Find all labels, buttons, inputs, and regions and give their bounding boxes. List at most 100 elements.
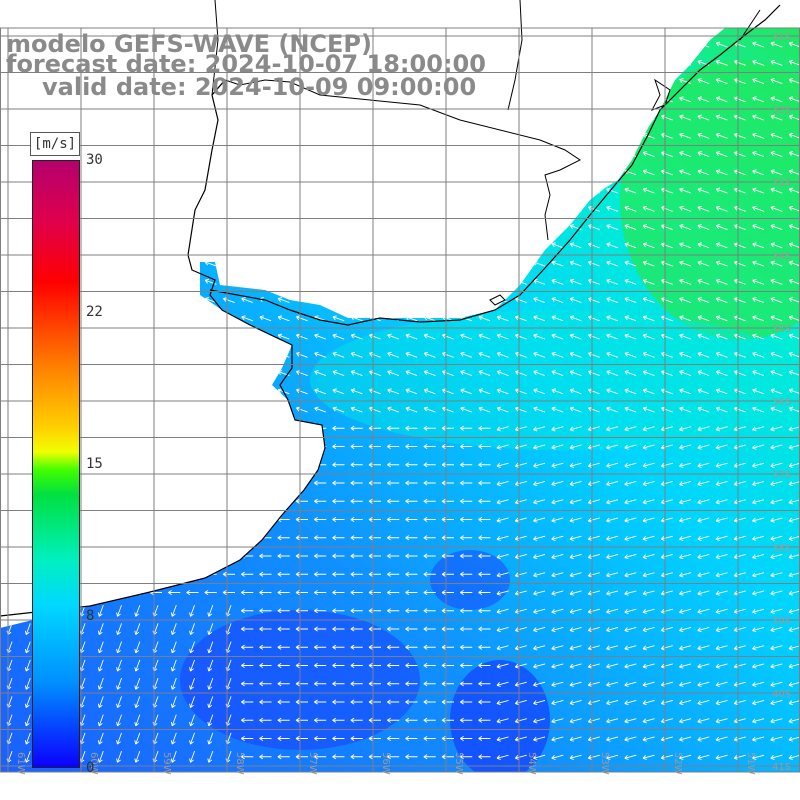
wind-arrow bbox=[679, 351, 692, 358]
wind-arrow bbox=[222, 553, 235, 559]
wind-arrow bbox=[624, 590, 637, 596]
wind-arrow bbox=[460, 516, 473, 523]
wind-arrow bbox=[296, 169, 308, 176]
wind-arrow bbox=[624, 426, 637, 432]
wind-arrow bbox=[4, 169, 16, 176]
wind-arrow bbox=[679, 517, 692, 523]
wind-arrow bbox=[369, 278, 381, 285]
wind-arrow bbox=[533, 78, 546, 84]
wind-arrow bbox=[295, 589, 308, 596]
wind-arrow bbox=[569, 41, 582, 48]
wind-arrow bbox=[168, 224, 181, 230]
wind-arrow bbox=[478, 644, 491, 650]
wind-arrow bbox=[405, 388, 418, 395]
wind-arrow bbox=[587, 736, 600, 742]
wind-arrow bbox=[533, 388, 546, 395]
wind-arrow bbox=[551, 242, 564, 249]
wind-arrow bbox=[478, 114, 491, 121]
wind-arrow bbox=[460, 224, 473, 230]
wind-arrow bbox=[113, 260, 126, 267]
wind-arrow bbox=[423, 260, 436, 267]
wind-arrow bbox=[551, 736, 564, 742]
wind-arrow bbox=[4, 78, 16, 84]
wind-arrow bbox=[368, 717, 381, 723]
wind-arrow bbox=[423, 626, 436, 632]
wind-arrow bbox=[788, 187, 800, 194]
wind-arrow bbox=[442, 151, 454, 157]
wind-arrow bbox=[423, 462, 436, 468]
wind-arrow bbox=[423, 644, 436, 650]
wind-arrow bbox=[168, 425, 181, 431]
wind-arrow bbox=[168, 205, 181, 212]
wind-arrow bbox=[478, 735, 491, 742]
wind-arrow bbox=[715, 535, 728, 541]
wind-arrow bbox=[551, 114, 564, 121]
wind-arrow bbox=[332, 608, 345, 614]
wind-arrow bbox=[369, 151, 381, 157]
wind-arrow bbox=[277, 735, 290, 742]
wind-arrow bbox=[241, 333, 254, 340]
wind-arrow bbox=[405, 480, 418, 486]
wind-arrow bbox=[95, 205, 108, 212]
wind-arrow bbox=[368, 425, 381, 431]
wind-arrow bbox=[624, 517, 637, 523]
wind-arrow bbox=[113, 406, 126, 413]
wind-arrow bbox=[241, 535, 254, 541]
wind-arrow bbox=[350, 608, 363, 614]
wind-arrow bbox=[770, 554, 783, 560]
wind-arrow bbox=[679, 554, 692, 560]
wind-arrow bbox=[642, 78, 655, 84]
wind-arrow bbox=[715, 754, 728, 760]
wind-arrow bbox=[189, 750, 195, 763]
wind-arrow bbox=[259, 370, 272, 376]
wind-arrow bbox=[679, 224, 692, 230]
wind-arrow bbox=[405, 370, 418, 376]
wind-arrow bbox=[405, 553, 418, 559]
wind-arrow bbox=[113, 516, 126, 523]
wind-arrow bbox=[186, 589, 199, 596]
wind-arrow bbox=[660, 426, 673, 432]
wind-arrow bbox=[496, 481, 509, 487]
wind-arrow bbox=[715, 114, 728, 121]
wind-arrow bbox=[788, 315, 800, 322]
wind-arrow bbox=[679, 444, 692, 450]
wind-arrow bbox=[423, 114, 436, 121]
wind-arrow bbox=[606, 517, 619, 523]
wind-arrow bbox=[460, 589, 473, 596]
wind-arrow bbox=[587, 572, 600, 578]
wind-arrow bbox=[186, 351, 199, 358]
wind-arrow bbox=[624, 278, 637, 285]
wind-arrow bbox=[277, 260, 290, 267]
wind-arrow bbox=[223, 370, 235, 376]
wind-arrow bbox=[131, 278, 144, 285]
wind-arrow bbox=[770, 608, 783, 614]
wind-arrow bbox=[679, 278, 692, 285]
wind-arrow bbox=[496, 278, 509, 285]
wind-arrow bbox=[606, 663, 619, 669]
wind-arrow bbox=[332, 315, 345, 322]
wind-arrow bbox=[170, 714, 177, 727]
wind-arrow bbox=[660, 535, 673, 541]
wind-arrow bbox=[460, 169, 473, 176]
wind-arrow bbox=[788, 242, 800, 249]
wind-arrow bbox=[405, 333, 418, 340]
wind-arrow bbox=[569, 754, 582, 760]
wind-arrow bbox=[186, 388, 199, 395]
wind-arrow bbox=[423, 151, 436, 157]
wind-arrow bbox=[296, 187, 308, 194]
wind-arrow bbox=[679, 736, 692, 742]
wind-arrow bbox=[350, 644, 363, 650]
wind-arrow bbox=[131, 443, 144, 450]
wind-arrow bbox=[788, 736, 800, 742]
wind-arrow bbox=[478, 78, 491, 84]
wind-arrow bbox=[131, 297, 144, 303]
wind-arrow bbox=[606, 481, 619, 487]
wind-arrow bbox=[3, 480, 16, 486]
wind-arrow bbox=[223, 205, 235, 212]
wind-arrow bbox=[770, 572, 783, 578]
wind-arrow bbox=[295, 425, 308, 431]
wind-arrow bbox=[551, 499, 564, 505]
wind-arrow bbox=[788, 132, 800, 139]
wind-arrow bbox=[405, 754, 418, 760]
wind-arrow bbox=[770, 444, 783, 450]
